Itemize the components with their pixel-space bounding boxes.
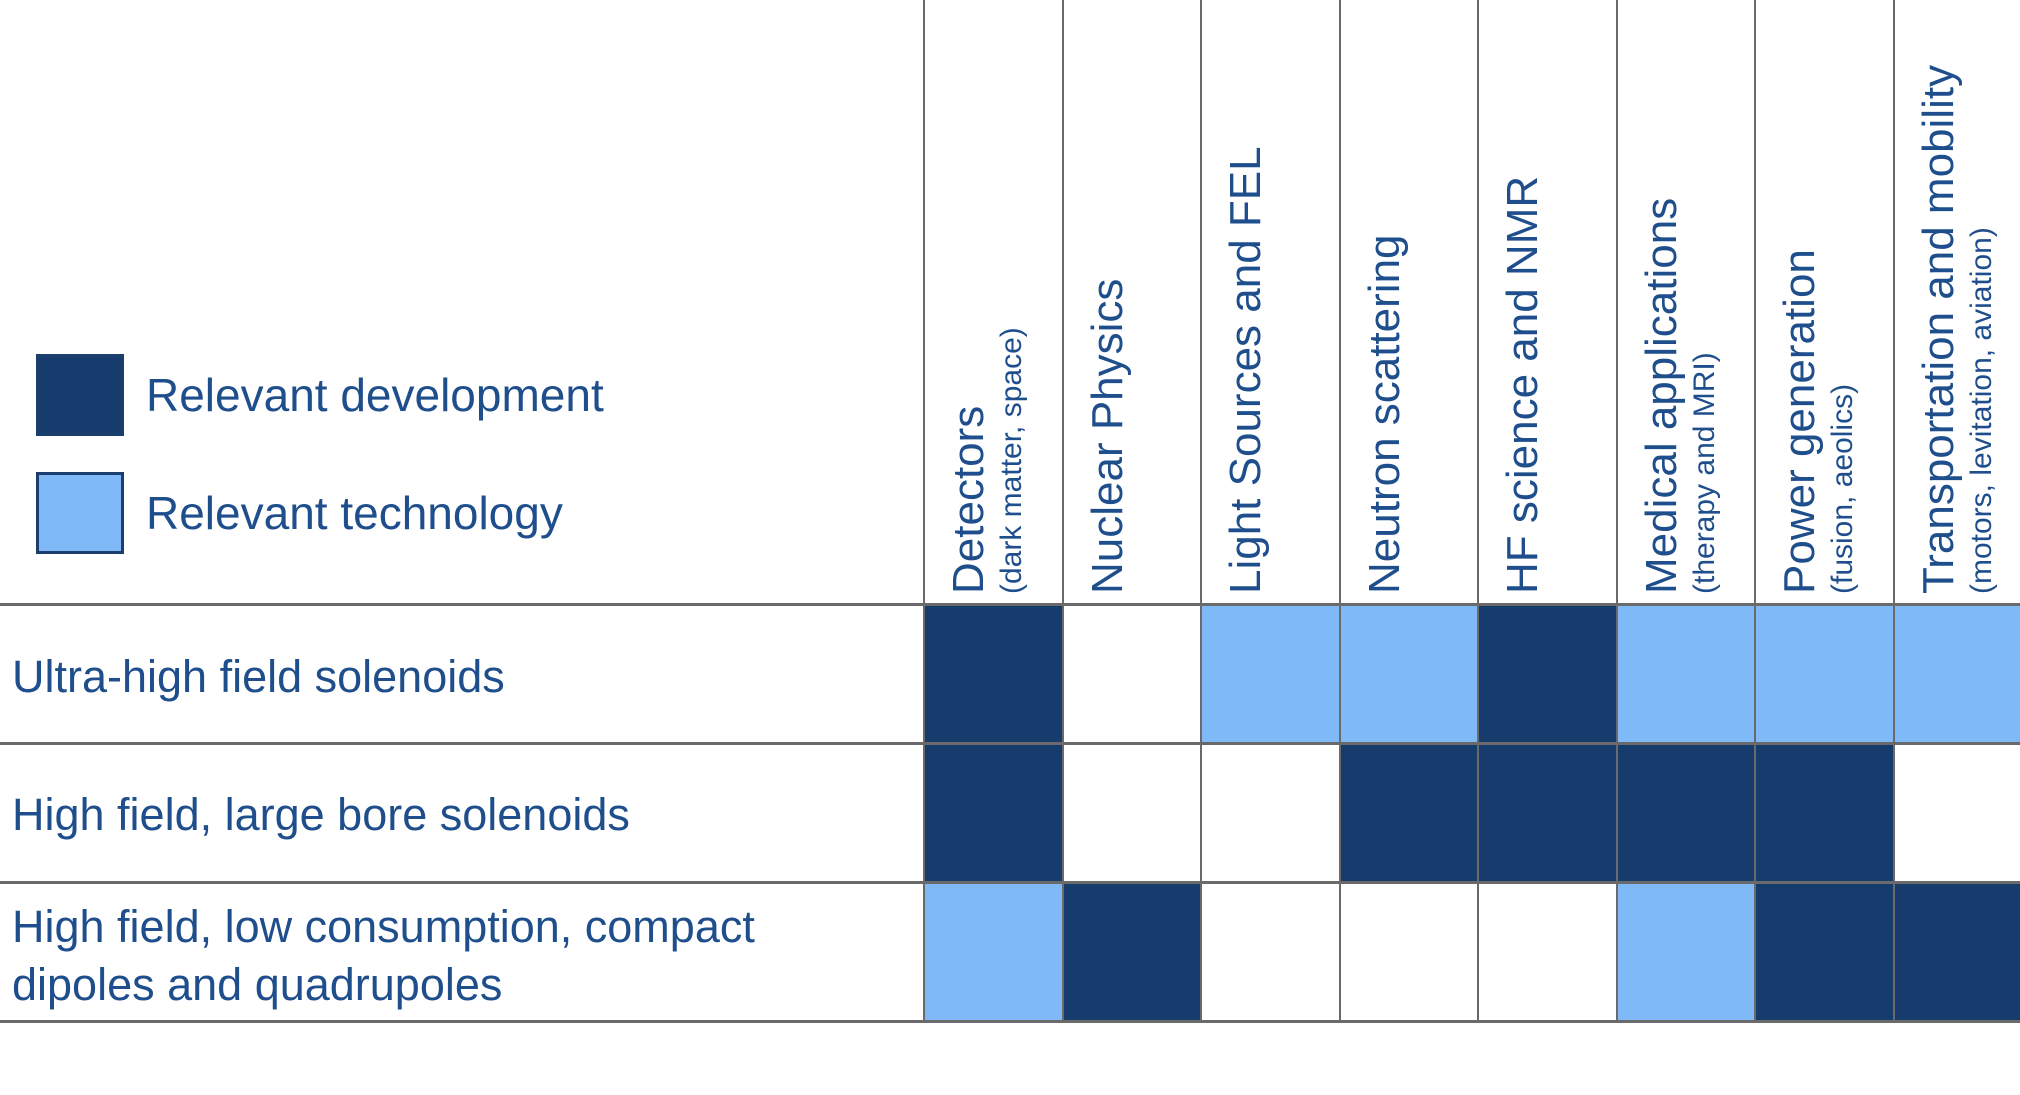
legend-swatch-development — [36, 354, 124, 436]
cell-r3-c6-technology — [1617, 882, 1757, 1022]
column-subtitle: (fusion, aeolics) — [1825, 0, 1861, 594]
column-header-2: Nuclear Physics — [1083, 0, 1221, 594]
cell-r2-c7-development — [1755, 743, 1895, 883]
column-title: Transportation and mobility — [1914, 0, 1964, 594]
grid-vline — [923, 0, 925, 1023]
legend-label-technology: Relevant technology — [146, 486, 563, 540]
legend-swatch-technology — [36, 472, 124, 554]
column-title: Power generation — [1775, 0, 1825, 594]
cell-r1-c1-development — [924, 604, 1064, 744]
column-header-5: HF science and NMR — [1498, 0, 1636, 594]
cell-r1-c3-technology — [1201, 604, 1341, 744]
grid-hline — [0, 1020, 2020, 1023]
column-subtitle: (dark matter, space) — [994, 0, 1030, 594]
column-header-6: Medical applications (therapy and MRI) — [1637, 0, 1775, 594]
cell-r1-c6-technology — [1617, 604, 1757, 744]
column-header-1: Detectors (dark matter, space) — [944, 0, 1082, 594]
grid-hline — [0, 603, 2020, 606]
column-title: Nuclear Physics — [1083, 0, 1133, 594]
cell-r1-c4-technology — [1340, 604, 1480, 744]
row-label-2: High field, large bore solenoids — [12, 786, 912, 844]
cell-r1-c8-technology — [1894, 604, 2020, 744]
cell-r2-c1-development — [924, 743, 1064, 883]
column-title: Neutron scattering — [1360, 0, 1410, 594]
column-header-3: Light Sources and FEL — [1221, 0, 1359, 594]
legend-development: Relevant development — [36, 352, 604, 438]
column-header-4: Neutron scattering — [1360, 0, 1498, 594]
column-title: HF science and NMR — [1498, 0, 1548, 594]
column-header-7: Power generation (fusion, aeolics) — [1775, 0, 1913, 594]
column-subtitle: (motors, levitation, aviation) — [1964, 0, 2000, 594]
legend-label-development: Relevant development — [146, 368, 604, 422]
row-label-3: High field, low consumption, compact dip… — [12, 898, 842, 1014]
column-title: Detectors — [944, 0, 994, 594]
column-title: Light Sources and FEL — [1221, 0, 1271, 594]
cell-r2-c4-development — [1340, 743, 1480, 883]
cell-r1-c5-development — [1478, 604, 1618, 744]
cell-r3-c2-development — [1063, 882, 1203, 1022]
cell-r2-c5-development — [1478, 743, 1618, 883]
row-label-1: Ultra-high field solenoids — [12, 648, 912, 706]
column-title: Medical applications — [1637, 0, 1687, 594]
cell-r3-c8-development — [1894, 882, 2020, 1022]
column-subtitle: (therapy and MRI) — [1687, 0, 1723, 594]
legend-technology: Relevant technology — [36, 470, 563, 556]
cell-r2-c6-development — [1617, 743, 1757, 883]
column-header-8: Transportation and mobility (motors, levi… — [1914, 0, 2020, 594]
grid-hline — [0, 742, 2020, 745]
cell-r1-c7-technology — [1755, 604, 1895, 744]
cell-r3-c1-technology — [924, 882, 1064, 1022]
cell-r3-c7-development — [1755, 882, 1895, 1022]
grid-hline — [0, 881, 2020, 884]
